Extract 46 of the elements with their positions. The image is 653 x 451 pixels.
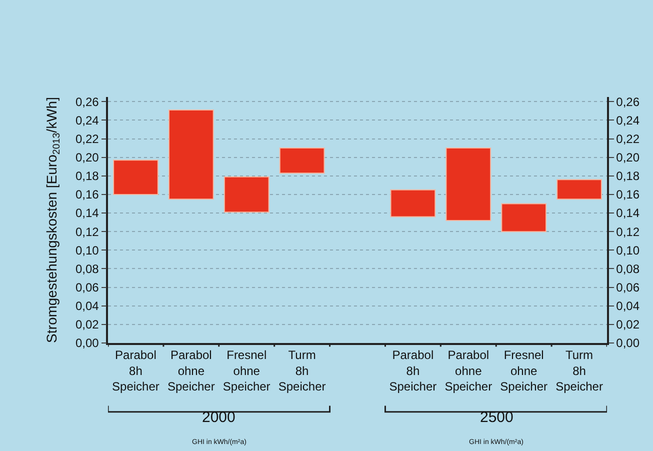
y-tick-label: 0,02 — [75, 318, 100, 332]
bar — [224, 176, 270, 213]
bar — [556, 179, 602, 200]
y-tick-label: 0,00 — [75, 336, 100, 350]
y2-tick-label: 0,14 — [616, 206, 640, 220]
y2-tick-label: 0,20 — [616, 150, 640, 165]
y-tick-label: 0,12 — [75, 224, 100, 239]
x-tick-label: Fresnel ohne Speicher — [222, 348, 270, 394]
bar — [501, 203, 547, 232]
x-tick-label: Fresnel ohne Speicher — [500, 348, 548, 394]
y2-tick-label: 0,04 — [616, 299, 640, 314]
bar — [390, 189, 436, 218]
x-tick-label: Parabol ohne Speicher — [167, 348, 215, 394]
y-tick-label: 0,26 — [75, 94, 100, 109]
y-tick-label: 0,14 — [75, 206, 100, 220]
y2-tick-label: 0,12 — [616, 224, 640, 239]
y-tick-label: 0,20 — [75, 150, 100, 165]
text: 2000 — [202, 409, 236, 426]
bar — [168, 110, 214, 200]
y-tick-label: 0,06 — [75, 280, 100, 294]
text: 2500 — [480, 409, 514, 426]
y2-tick-label: 0,08 — [616, 262, 640, 276]
y-tick-label: 0,08 — [75, 262, 100, 276]
y2-tick-label: 0,02 — [616, 318, 640, 332]
y-tick-label: 0,16 — [75, 188, 100, 202]
x-tick-label: Parabol 8h Speicher — [389, 348, 437, 394]
y2-tick-label: 0,16 — [616, 188, 640, 202]
x-tick-label: Turm 8h Speicher — [278, 348, 326, 394]
x-tick-label: Parabol 8h Speicher — [112, 348, 160, 394]
y-tick-label: 0,24 — [75, 113, 100, 128]
y2-tick-label: 0,00 — [616, 336, 640, 350]
y2-tick-label: 0,24 — [616, 113, 640, 128]
x-tick-label: Parabol ohne Speicher — [444, 348, 492, 394]
bar — [446, 148, 492, 221]
y2-tick-label: 0,22 — [616, 132, 640, 146]
y-tick-label: 0,10 — [75, 243, 100, 258]
y-tick-label: 0,18 — [75, 169, 100, 184]
y2-tick-label: 0,06 — [616, 280, 640, 294]
y-tick-label: 0,04 — [75, 299, 100, 314]
y2-tick-label: 0,26 — [616, 94, 640, 109]
x-tick-label: Turm 8h Speicher — [556, 348, 603, 394]
bar — [113, 160, 158, 195]
y-tick-label: 0,22 — [75, 132, 100, 146]
bar — [279, 148, 325, 174]
y2-tick-label: 0,10 — [616, 243, 640, 258]
y2-tick-label: 0,18 — [616, 169, 640, 184]
